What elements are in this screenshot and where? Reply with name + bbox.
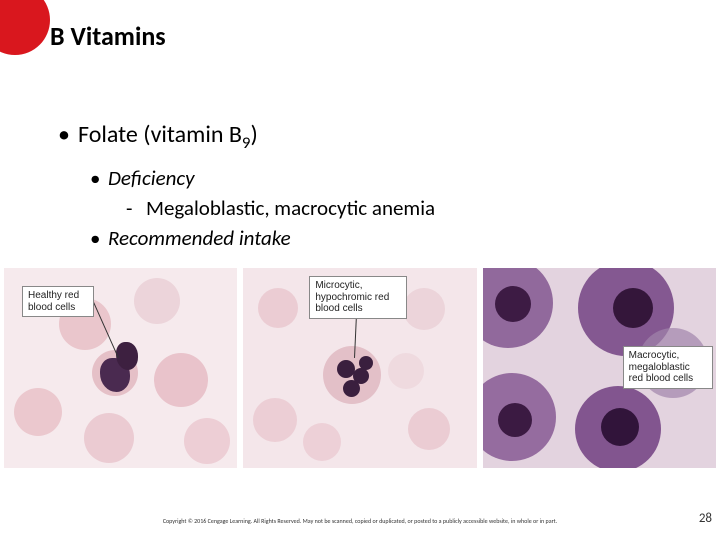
panel-healthy: Healthy red blood cells [4, 268, 237, 468]
cell-label: Healthy red blood cells [22, 286, 94, 317]
bullet-folate: Folate (vitamin B9) [78, 120, 660, 153]
panel-microcytic: Microcytic, hypochromic red blood cells [243, 268, 476, 468]
bullet-deficiency: Deficiency [108, 165, 660, 191]
cell-label: Macrocytic, megaloblastic red blood cell… [623, 346, 713, 389]
folate-close: ) [250, 120, 257, 149]
bullet-intake: Recommended intake [108, 225, 660, 251]
cell-label: Microcytic, hypochromic red blood cells [309, 276, 407, 319]
page-number: 28 [699, 511, 712, 526]
cell-images-row: Healthy red blood cells Microcytic, hypo… [0, 268, 720, 468]
panel-macrocytic: Macrocytic, megaloblastic red blood cell… [483, 268, 716, 468]
page-title: B Vitamins [50, 20, 166, 52]
bullet-anemia: Megaloblastic, macrocytic anemia [146, 195, 660, 221]
accent-circle [0, 0, 50, 55]
folate-text: Folate (vitamin B [78, 120, 242, 149]
content-area: Folate (vitamin B9) Deficiency Megalobla… [0, 70, 720, 251]
copyright-text: Copyright © 2016 Cengage Learning. All R… [0, 518, 720, 526]
